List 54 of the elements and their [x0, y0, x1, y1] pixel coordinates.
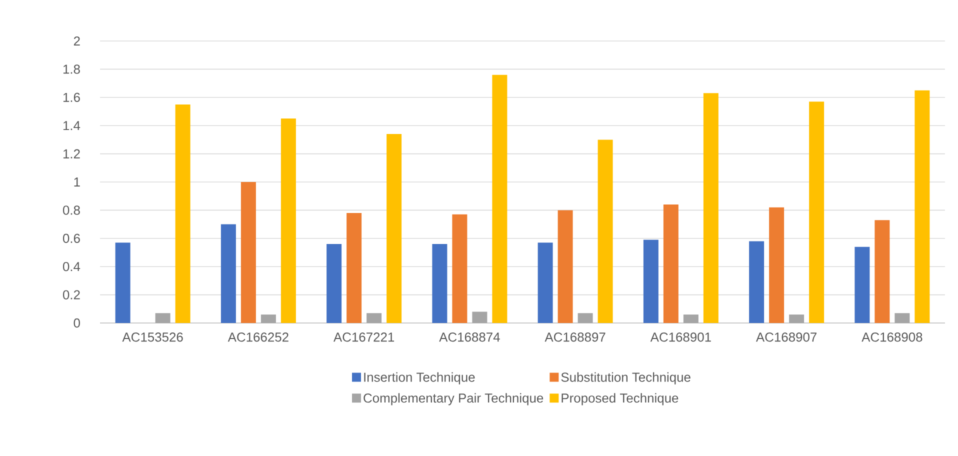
bar [894, 313, 910, 323]
bar [663, 204, 678, 323]
bar [260, 314, 276, 323]
y-tick-label: 1.8 [63, 64, 80, 74]
y-tick-label: 0 [74, 318, 80, 328]
bar [115, 242, 130, 323]
bar [472, 312, 488, 323]
bar [874, 220, 890, 323]
bar [769, 207, 784, 323]
bar [809, 102, 824, 323]
x-tick-label: AC168897 [544, 332, 606, 342]
y-tick-label: 1 [74, 178, 80, 186]
bar [432, 244, 448, 323]
legend-label: Proposed Technique [562, 393, 678, 406]
bar [643, 240, 658, 323]
bar [914, 90, 930, 323]
y-tick-label: 0.2 [62, 290, 80, 300]
legend-label: Complementary Pair Technique [364, 393, 544, 406]
bar [452, 214, 468, 323]
bar [749, 241, 764, 323]
bar [346, 213, 362, 323]
bar [240, 182, 256, 323]
x-tick-label: AC168901 [650, 332, 711, 342]
y-tick-label: 1.2 [63, 149, 80, 158]
x-tick-label: AC167221 [333, 332, 394, 342]
legend-label: Substitution Technique [561, 372, 690, 384]
y-tick-label: 1.4 [63, 121, 80, 130]
y-tick-label: 0.4 [62, 262, 80, 272]
bar [538, 242, 553, 323]
bar [366, 313, 382, 323]
y-tick-label: 0.8 [62, 206, 80, 215]
bar [854, 246, 870, 323]
y-tick-label: 0.6 [62, 234, 80, 243]
bar [280, 118, 296, 323]
x-tick-label: AC153526 [122, 332, 183, 342]
bar [789, 314, 804, 323]
bar [492, 74, 508, 323]
bar [703, 93, 718, 323]
x-tick-label: AC168874 [439, 332, 500, 342]
x-tick-label: AC166252 [228, 332, 288, 342]
bar [386, 134, 402, 323]
legend-label: Insertion Technique [364, 372, 475, 384]
x-tick-label: AC168908 [862, 332, 922, 342]
x-tick-label: AC168907 [756, 332, 816, 342]
bar [683, 314, 698, 323]
bar [598, 140, 613, 323]
bar [578, 313, 593, 323]
bar [326, 244, 342, 323]
bar [175, 104, 190, 323]
bar [155, 313, 170, 323]
y-tick-label: 1.6 [63, 92, 80, 102]
bar [220, 224, 236, 323]
bar [558, 210, 573, 323]
y-tick-label: 2 [74, 36, 80, 46]
